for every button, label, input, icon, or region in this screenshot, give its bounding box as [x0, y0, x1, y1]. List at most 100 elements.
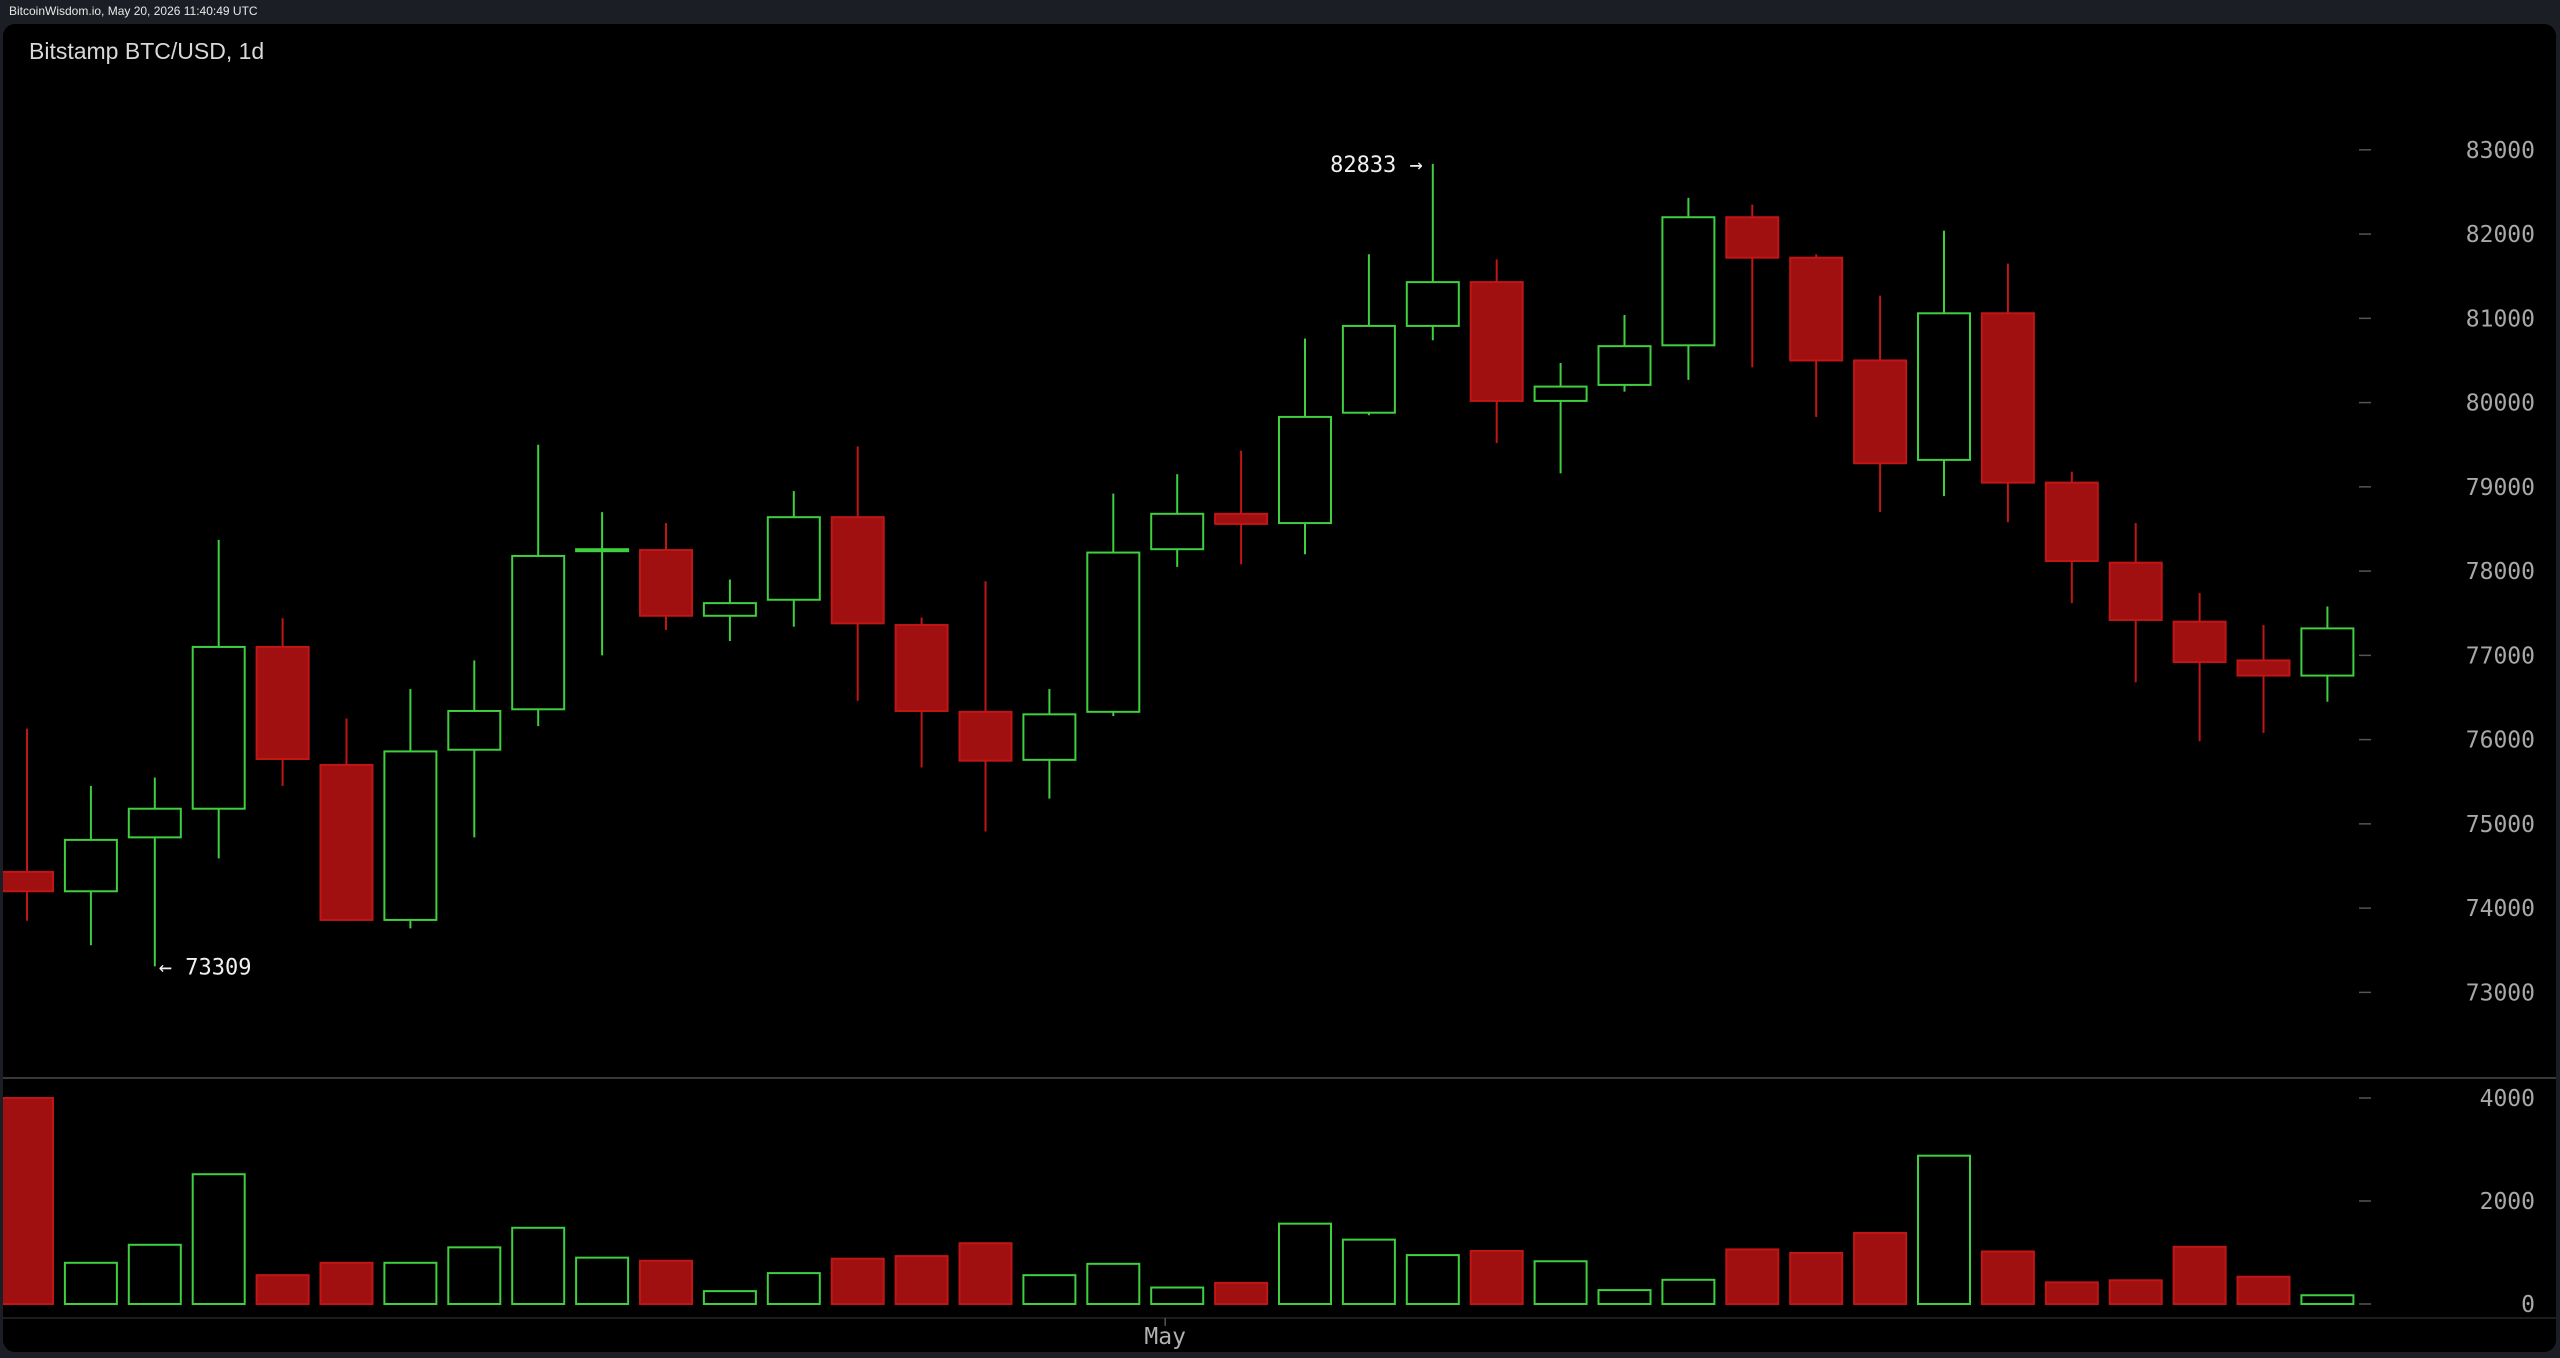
candle-down: [1214, 450, 1269, 565]
volume-bar-down: [894, 1255, 949, 1305]
candle-body: [1469, 281, 1524, 402]
x-axis-label: May: [1144, 1324, 1186, 1350]
candle-body: [1980, 312, 2035, 484]
candle-body: [1917, 312, 1971, 461]
volume-bar-up: [1917, 1154, 1971, 1306]
candle-body: [1725, 216, 1780, 259]
volume-bar-up: [511, 1226, 566, 1306]
candle-body: [1022, 713, 1077, 761]
volume-bar-up: [1086, 1262, 1141, 1305]
candle-body: [127, 807, 182, 839]
volume-bar-down: [2044, 1281, 2099, 1305]
candle-body: [1405, 281, 1460, 327]
candle-up: [1597, 314, 1652, 392]
volume-bar-down: [830, 1257, 885, 1306]
candle-up: [1150, 474, 1205, 567]
candle-down: [1725, 204, 1780, 368]
price-axis: 73000 74000 75000 76000 77000 78000 79000 80000…: [2359, 138, 2535, 1006]
volume-bar-up: [766, 1272, 821, 1305]
candle-body: [2172, 620, 2227, 664]
candle-body: [63, 838, 118, 893]
price-tick-label: 83000: [2466, 138, 2535, 164]
candle-up: [1022, 689, 1077, 799]
volume-bar-up: [127, 1243, 182, 1306]
candle-body: [639, 549, 693, 617]
candle-up: [1533, 362, 1588, 474]
candle-body: [255, 645, 310, 760]
candle-up: [766, 491, 821, 627]
volume-bar-down: [2236, 1275, 2291, 1305]
candle-body: [575, 548, 630, 553]
candlestick-chart: Bitstamp BTC/USD, 1d 73000 74000 75000 7600…: [3, 38, 2556, 1350]
candle-body: [1661, 216, 1716, 347]
candle-body: [2236, 659, 2291, 677]
price-tick-label: 74000: [2466, 896, 2535, 922]
candle-body: [1086, 551, 1141, 713]
candle-up: [191, 539, 246, 859]
candle-up: [63, 785, 118, 946]
volume-bar-down: [319, 1261, 374, 1306]
volume-bar-down: [2108, 1279, 2163, 1306]
candle-body: [2300, 627, 2355, 677]
candles: [3, 163, 2355, 967]
candle-body: [191, 645, 246, 810]
price-tick-label: 79000: [2466, 475, 2535, 501]
candle-up: [702, 579, 757, 642]
candle-down: [639, 523, 693, 631]
candle-body: [447, 709, 502, 751]
volume-bar-down: [255, 1274, 310, 1306]
volume-bar-up: [2300, 1294, 2355, 1305]
candle-down: [830, 446, 885, 701]
volume-bar-up: [1597, 1289, 1652, 1305]
candle-down: [1789, 254, 1844, 417]
volume-bars: [3, 1097, 2355, 1306]
candle-up: [575, 512, 630, 656]
candle-body: [766, 516, 821, 601]
candle-up: [1341, 254, 1396, 416]
candle-down: [958, 581, 1013, 832]
price-tick-label: 80000: [2466, 391, 2535, 417]
price-tick-label: 75000: [2466, 812, 2535, 838]
volume-bar-up: [447, 1246, 502, 1305]
candle-body: [894, 624, 949, 712]
volume-bar-up: [575, 1256, 630, 1306]
candle-down: [1980, 263, 2035, 523]
candle-body: [2044, 481, 2099, 562]
top-bar: BitcoinWisdom.io, May 20, 2026 11:40:49 …: [0, 0, 2560, 22]
candle-body: [2108, 561, 2163, 621]
volume-bar-down: [1214, 1281, 1269, 1306]
price-tick-label: 76000: [2466, 728, 2535, 754]
candle-body: [1597, 345, 1652, 386]
candle-up: [1086, 493, 1141, 717]
volume-tick-label: 0: [2521, 1292, 2535, 1318]
source-line: BitcoinWisdom.io, May 20, 2026 11:40:49 …: [9, 4, 258, 18]
candle-up: [1405, 163, 1460, 341]
volume-bar-up: [1022, 1274, 1077, 1306]
x-axis-labels: May: [1144, 1318, 1186, 1350]
volume-bar-up: [1278, 1222, 1332, 1306]
candle-up: [1917, 230, 1971, 497]
candle-down: [2108, 523, 2163, 683]
candle-up: [127, 777, 182, 967]
annotations: 82833 → ← 73309: [159, 153, 1423, 980]
candle-down: [2044, 471, 2099, 604]
candle-down: [2236, 625, 2291, 733]
volume-bar-down: [1789, 1252, 1844, 1306]
volume-bar-down: [639, 1259, 693, 1305]
high-annotation: 82833 →: [1330, 153, 1423, 178]
volume-bar-down: [1469, 1249, 1524, 1305]
volume-bar-up: [191, 1173, 246, 1305]
candle-up: [511, 444, 566, 727]
price-tick-label: 73000: [2466, 980, 2535, 1006]
candle-body: [1278, 415, 1332, 525]
candle-down: [3, 728, 54, 921]
price-tick-label: 81000: [2466, 306, 2535, 332]
volume-tick-label: 4000: [2480, 1086, 2535, 1112]
volume-bar-up: [702, 1290, 757, 1305]
candle-body: [1789, 256, 1844, 362]
candle-body: [3, 870, 54, 893]
candle-body: [1853, 359, 1908, 465]
volume-bar-up: [1150, 1286, 1205, 1306]
candle-down: [2172, 593, 2227, 742]
candle-body: [1214, 512, 1269, 525]
